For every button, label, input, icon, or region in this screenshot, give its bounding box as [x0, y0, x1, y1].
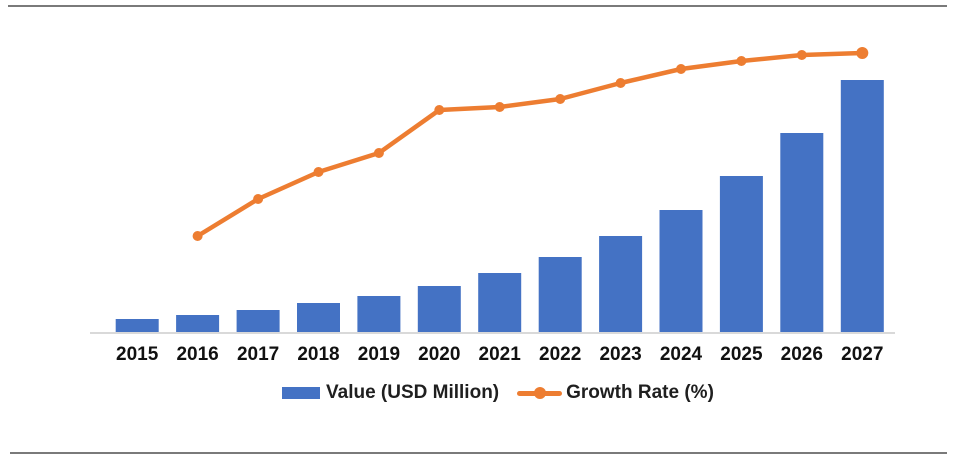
- x-label-2019: 2019: [358, 344, 400, 365]
- bar-2017: [236, 310, 280, 332]
- bar-2020: [417, 286, 461, 332]
- x-label-2018: 2018: [297, 344, 339, 365]
- bar-2025: [719, 176, 763, 332]
- bar-2024: [659, 210, 703, 332]
- x-label-2026: 2026: [781, 344, 823, 365]
- legend-label-growth-rate: Growth Rate (%): [566, 382, 714, 403]
- line-series-swatch: [517, 387, 563, 399]
- line-point-2023: [615, 78, 626, 88]
- bar-2015: [115, 319, 159, 332]
- bar-2022: [538, 257, 582, 332]
- bar-2018: [297, 303, 340, 332]
- x-label-2024: 2024: [660, 344, 703, 365]
- bar-series-swatch: [282, 387, 320, 399]
- line-point-2018: [313, 167, 324, 177]
- top-divider-line: [8, 5, 947, 7]
- x-label-2020: 2020: [418, 344, 460, 365]
- line-point-2019: [373, 148, 384, 158]
- x-label-2015: 2015: [116, 344, 159, 365]
- line-point-2024: [676, 64, 686, 74]
- line-point-2026: [796, 50, 807, 60]
- bar-2027: [840, 80, 884, 332]
- x-label-2017: 2017: [237, 344, 279, 365]
- line-point-2021: [494, 102, 505, 112]
- legend-item-value: Value (USD Million): [282, 382, 499, 404]
- x-label-2025: 2025: [720, 344, 763, 365]
- x-label-2016: 2016: [176, 344, 218, 365]
- growth-rate-line: [195, 50, 865, 239]
- line-point-2017: [253, 194, 264, 204]
- line-marker-icon: [534, 387, 547, 399]
- bottom-divider-line: [10, 452, 947, 454]
- bar-2019: [357, 296, 401, 332]
- line-point-2022: [555, 94, 566, 104]
- bar-2016: [176, 315, 220, 332]
- line-point-2027: [856, 47, 869, 59]
- chart-legend: Value (USD Million) Growth Rate (%): [282, 382, 714, 404]
- bar-2023: [599, 236, 643, 332]
- x-label-2027: 2027: [841, 344, 883, 365]
- x-label-2021: 2021: [479, 344, 522, 365]
- line-point-2025: [736, 56, 747, 66]
- legend-label-value: Value (USD Million): [326, 382, 500, 403]
- line-point-2016: [192, 231, 203, 241]
- line-point-2020: [434, 105, 445, 115]
- bar-2021: [478, 273, 522, 332]
- x-label-2023: 2023: [599, 344, 641, 365]
- bar-2026: [780, 133, 824, 332]
- legend-item-growth-rate: Growth Rate (%): [517, 382, 714, 404]
- x-label-2022: 2022: [539, 344, 581, 365]
